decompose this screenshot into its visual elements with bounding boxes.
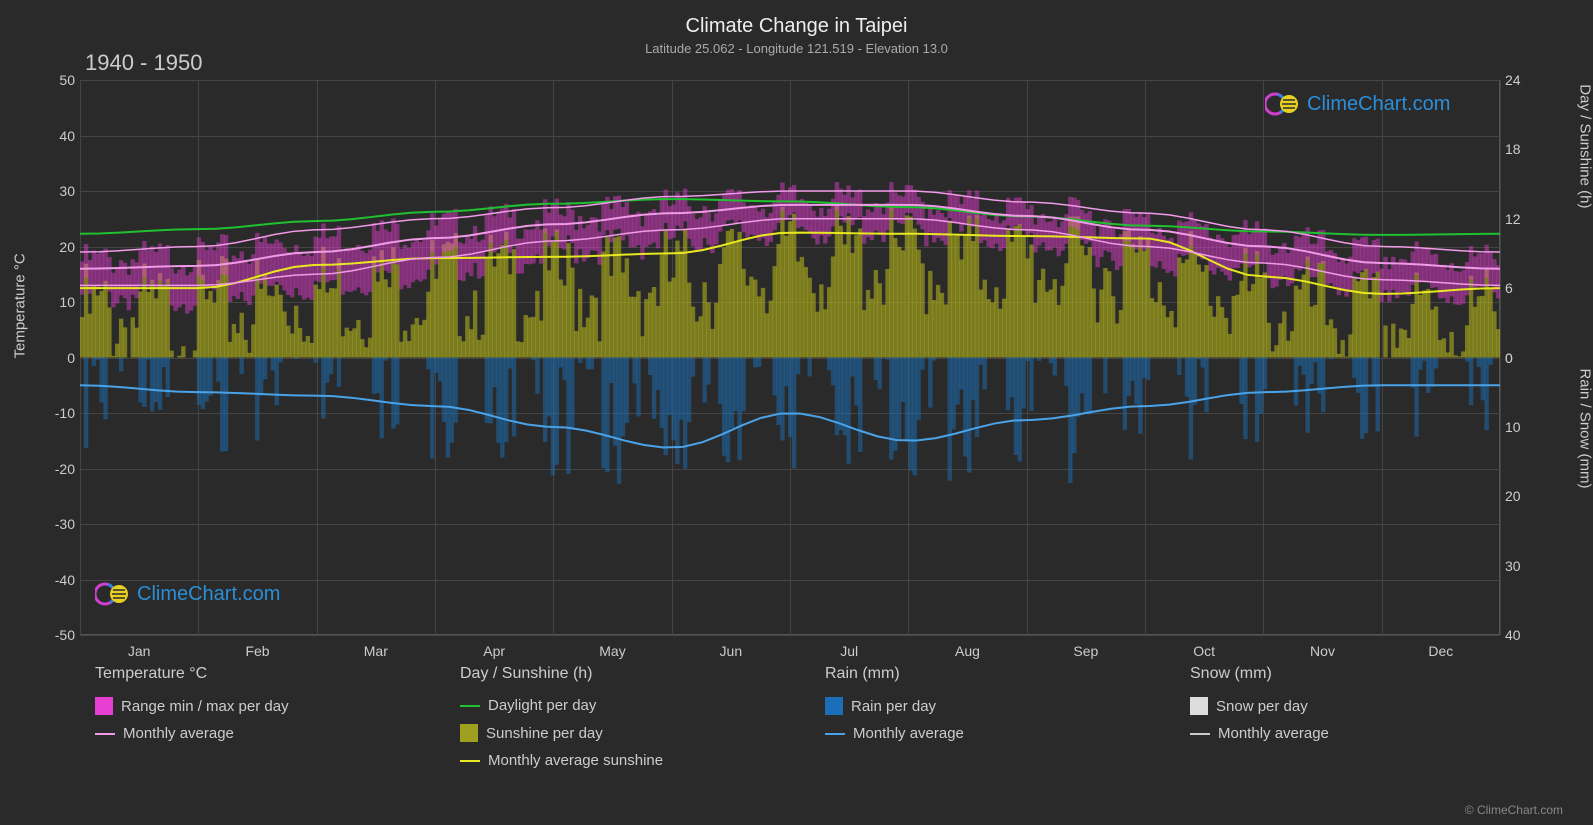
legend-header: Temperature °C — [95, 665, 420, 683]
y-tick-left: -50 — [55, 627, 75, 643]
x-tick: Apr — [483, 643, 505, 659]
legend: Temperature °C Range min / max per day Mon… — [95, 665, 1515, 769]
legend-header: Day / Sunshine (h) — [460, 665, 785, 683]
y-tick-right-top: 12 — [1505, 211, 1521, 227]
legend-item: Range min / max per day — [95, 697, 420, 715]
y-tick-left: 0 — [67, 350, 75, 366]
y-axis-left-label: Temperature °C — [12, 253, 29, 358]
x-tick: Dec — [1428, 643, 1453, 659]
legend-column: Day / Sunshine (h) Daylight per day Sunshi… — [460, 665, 785, 769]
legend-label: Rain per day — [851, 698, 936, 715]
y-tick-left: 20 — [59, 239, 75, 255]
chart-plot-area: 50403020100-10-20-30-40-5024181260010203… — [80, 80, 1500, 635]
legend-item: Daylight per day — [460, 697, 785, 714]
y-tick-left: -30 — [55, 516, 75, 532]
legend-label: Monthly average sunshine — [488, 752, 663, 769]
x-tick: Sep — [1073, 643, 1098, 659]
y-tick-left: -10 — [55, 405, 75, 421]
x-tick: May — [599, 643, 625, 659]
legend-label: Sunshine per day — [486, 725, 603, 742]
x-tick: Jul — [840, 643, 858, 659]
y-tick-left: -20 — [55, 461, 75, 477]
legend-swatch — [460, 724, 478, 742]
legend-swatch — [825, 733, 845, 735]
period-label: 1940 - 1950 — [85, 50, 202, 76]
legend-item: Rain per day — [825, 697, 1150, 715]
x-tick: Jun — [720, 643, 743, 659]
legend-label: Monthly average — [123, 725, 234, 742]
y-tick-right-bottom: 20 — [1505, 488, 1521, 504]
legend-column: Rain (mm) Rain per day Monthly average — [825, 665, 1150, 769]
y-tick-right-top: 24 — [1505, 72, 1521, 88]
legend-label: Monthly average — [1218, 725, 1329, 742]
legend-header: Snow (mm) — [1190, 665, 1515, 683]
y-tick-right-bottom: 30 — [1505, 558, 1521, 574]
y-tick-left: 10 — [59, 294, 75, 310]
y-tick-right-bottom: 10 — [1505, 419, 1521, 435]
y-axis-right-bottom-label: Rain / Snow (mm) — [1577, 368, 1593, 488]
copyright: © ClimeChart.com — [1465, 803, 1563, 817]
legend-label: Range min / max per day — [121, 698, 289, 715]
x-tick: Mar — [364, 643, 388, 659]
x-tick: Oct — [1193, 643, 1215, 659]
legend-item: Monthly average — [1190, 725, 1515, 742]
y-tick-left: 40 — [59, 128, 75, 144]
y-tick-right-bottom: 0 — [1505, 350, 1513, 366]
x-tick: Nov — [1310, 643, 1335, 659]
y-tick-right-bottom: 40 — [1505, 627, 1521, 643]
legend-item: Monthly average sunshine — [460, 752, 785, 769]
y-tick-right-top: 6 — [1505, 280, 1513, 296]
legend-swatch — [95, 697, 113, 715]
x-tick: Feb — [245, 643, 269, 659]
legend-header: Rain (mm) — [825, 665, 1150, 683]
legend-item: Monthly average — [95, 725, 420, 742]
y-tick-right-top: 18 — [1505, 141, 1521, 157]
grid-line-h — [80, 635, 1500, 636]
y-tick-left: 30 — [59, 183, 75, 199]
chart-subtitle: Latitude 25.062 - Longitude 121.519 - El… — [30, 41, 1563, 56]
legend-item: Monthly average — [825, 725, 1150, 742]
legend-label: Monthly average — [853, 725, 964, 742]
plot-svg — [80, 80, 1500, 635]
chart-title: Climate Change in Taipei — [30, 15, 1563, 38]
legend-item: Snow per day — [1190, 697, 1515, 715]
grid-line-v — [1500, 80, 1501, 635]
legend-item: Sunshine per day — [460, 724, 785, 742]
legend-swatch — [460, 705, 480, 707]
y-tick-left: 50 — [59, 72, 75, 88]
legend-swatch — [460, 760, 480, 762]
chart-container: Climate Change in Taipei Latitude 25.062… — [0, 0, 1593, 825]
legend-swatch — [1190, 733, 1210, 735]
x-tick: Aug — [955, 643, 980, 659]
y-tick-left: -40 — [55, 572, 75, 588]
legend-swatch — [95, 733, 115, 735]
legend-label: Daylight per day — [488, 697, 596, 714]
legend-swatch — [1190, 697, 1208, 715]
y-axis-right-top-label: Day / Sunshine (h) — [1577, 84, 1593, 208]
legend-column: Temperature °C Range min / max per day Mon… — [95, 665, 420, 769]
legend-swatch — [825, 697, 843, 715]
legend-column: Snow (mm) Snow per day Monthly average — [1190, 665, 1515, 769]
legend-label: Snow per day — [1216, 698, 1308, 715]
x-tick: Jan — [128, 643, 151, 659]
